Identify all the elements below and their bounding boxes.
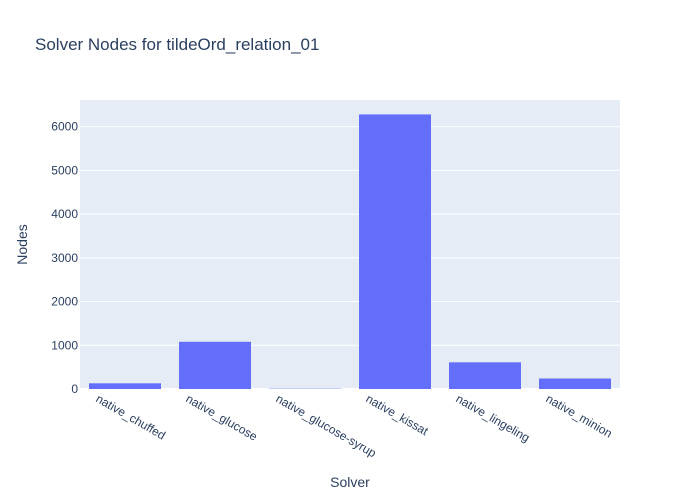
y-tick-label: 6000 bbox=[51, 120, 78, 134]
bar-native_kissat[interactable] bbox=[359, 114, 431, 390]
plot-area bbox=[80, 100, 620, 389]
x-tick-label: native_glucose bbox=[184, 391, 261, 443]
y-tick-label: 1000 bbox=[51, 338, 78, 352]
y-tick-label: 4000 bbox=[51, 207, 78, 221]
x-tick-label: native_glucose-syrup bbox=[274, 391, 379, 460]
x-tick-label: native_chuffed bbox=[94, 391, 168, 442]
y-tick-label: 3000 bbox=[51, 251, 78, 265]
x-tick-label: native_kissat bbox=[364, 391, 432, 438]
bar-native_lingeling[interactable] bbox=[449, 362, 521, 389]
x-tick-label: native_lingeling bbox=[454, 391, 533, 444]
y-tick-label: 0 bbox=[71, 382, 78, 396]
x-tick-label: native_minion bbox=[544, 391, 615, 440]
y-tick-label: 5000 bbox=[51, 163, 78, 177]
bar-native_chuffed[interactable] bbox=[89, 383, 161, 389]
bar-native_glucose[interactable] bbox=[179, 341, 251, 389]
y-tick-label: 2000 bbox=[51, 295, 78, 309]
bars bbox=[89, 114, 611, 390]
chart-title: Solver Nodes for tildeOrd_relation_01 bbox=[35, 35, 319, 54]
y-tick-labels: 0 1000 2000 3000 4000 5000 6000 bbox=[51, 120, 78, 396]
bar-native_minion[interactable] bbox=[539, 378, 611, 389]
x-axis-title: Solver bbox=[330, 474, 370, 490]
x-tick-labels: native_chuffed native_glucose native_gluco… bbox=[94, 391, 615, 460]
gridlines bbox=[80, 126, 620, 390]
y-axis-title: Nodes bbox=[14, 224, 30, 264]
